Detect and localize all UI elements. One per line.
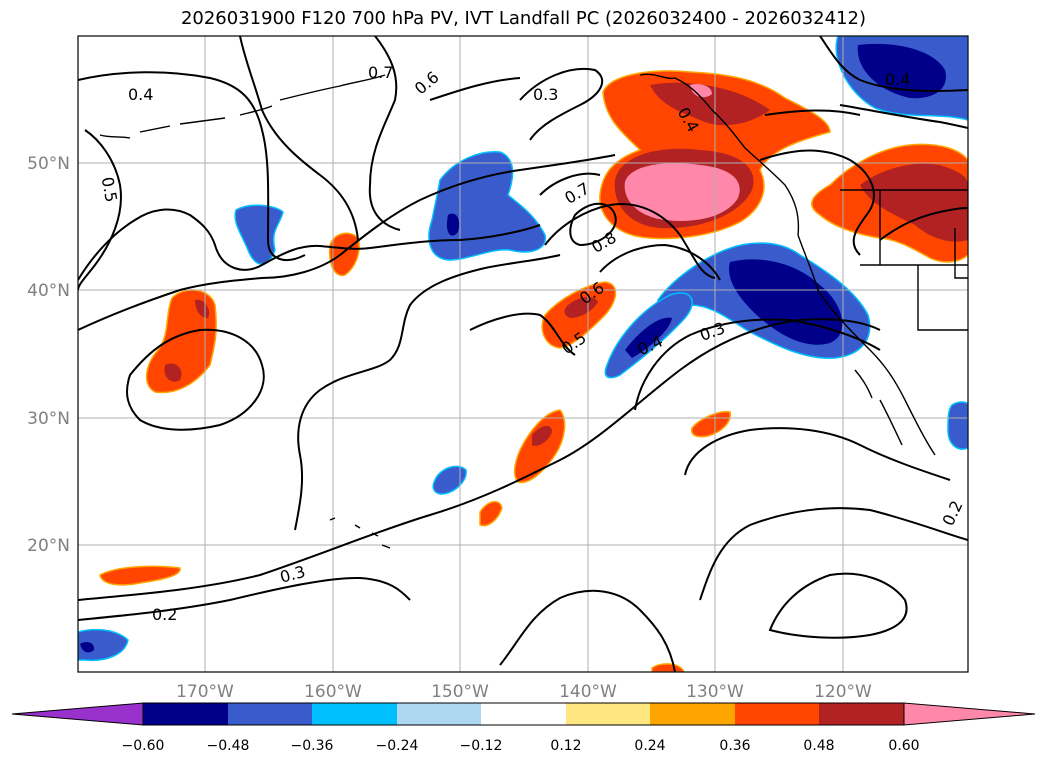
shade-neg-central-core bbox=[446, 213, 460, 236]
shade-neg-coast-core bbox=[729, 259, 843, 345]
contour-label: 0.7 bbox=[368, 63, 393, 82]
colorbar-tick: 0.60 bbox=[888, 738, 919, 754]
shade-pos-gulf-max2 bbox=[690, 84, 712, 98]
shaded-regions bbox=[78, 36, 968, 672]
colorbar-swatch bbox=[228, 703, 312, 725]
lon-label: 120°W bbox=[814, 682, 872, 702]
contour-label: 0.4 bbox=[885, 70, 910, 89]
colorbar-tick: 0.12 bbox=[550, 738, 581, 754]
lon-label: 170°W bbox=[176, 682, 234, 702]
lat-label: 30°N bbox=[27, 409, 70, 429]
lat-label: 40°N bbox=[27, 281, 70, 301]
shade-pos-south bbox=[99, 565, 181, 586]
colorbar-tick: −0.24 bbox=[376, 738, 419, 754]
shade-pos-nw-core bbox=[860, 163, 968, 242]
colorbar-tick: −0.60 bbox=[122, 738, 165, 754]
colorbar-swatch bbox=[143, 703, 228, 725]
coastlines bbox=[99, 73, 968, 549]
shade-neg-sw-core bbox=[80, 642, 95, 653]
colorbar-border bbox=[142, 702, 905, 726]
lon-label: 150°W bbox=[431, 682, 489, 702]
contour-lines bbox=[78, 36, 968, 672]
shade-pos-gulf-core bbox=[650, 82, 770, 126]
lon-labels: 170°W 160°W 150°W 140°W 130°W 120°W bbox=[176, 682, 872, 702]
shade-neg-west bbox=[234, 204, 284, 265]
colorbar-swatch bbox=[397, 703, 481, 725]
shade-pos-mid-core bbox=[564, 297, 598, 318]
colorbar-swatch bbox=[566, 703, 650, 725]
lon-label: 130°W bbox=[686, 682, 744, 702]
contour-label: 0.4 bbox=[128, 85, 153, 104]
colorbar-tick: −0.48 bbox=[207, 738, 250, 754]
colorbar-swatch bbox=[819, 703, 904, 725]
lon-label: 160°W bbox=[304, 682, 362, 702]
colorbar-tick: −0.36 bbox=[291, 738, 334, 754]
contour-label: 0.5 bbox=[98, 175, 121, 203]
contour-label: 0.3 bbox=[533, 85, 558, 104]
shade-pos-small1 bbox=[479, 500, 503, 527]
shade-neg-ne-core bbox=[857, 43, 946, 99]
map-border bbox=[77, 35, 969, 673]
lat-label: 20°N bbox=[27, 536, 70, 556]
colorbar-swatch bbox=[312, 703, 397, 725]
map-title: 2026031900 F120 700 hPa PV, IVT Landfall… bbox=[180, 8, 867, 29]
shade-neg-coast2-core bbox=[625, 317, 672, 358]
colorbar-tick: 0.48 bbox=[803, 738, 834, 754]
shade-pos-west-core bbox=[195, 299, 210, 318]
shade-pos-sub-core bbox=[532, 425, 552, 446]
shade-neg-small1 bbox=[432, 465, 467, 495]
colorbar-extend-high bbox=[903, 702, 1036, 726]
colorbar: −0.60 −0.48 −0.36 −0.24 −0.12 0.12 0.24 … bbox=[11, 702, 1036, 754]
colorbar-swatch bbox=[650, 703, 735, 725]
colorbar-extend-low bbox=[11, 702, 144, 726]
colorbar-tick: −0.12 bbox=[460, 738, 503, 754]
shade-neg-baja bbox=[947, 401, 968, 450]
gridlines bbox=[78, 36, 968, 672]
lon-label: 140°W bbox=[559, 682, 617, 702]
lat-label: 50°N bbox=[27, 154, 70, 174]
lat-labels: 50°N 40°N 30°N 20°N bbox=[27, 154, 70, 556]
colorbar-tick: 0.24 bbox=[634, 738, 665, 754]
contour-label: 0.2 bbox=[152, 605, 177, 624]
colorbar-swatch bbox=[735, 703, 819, 725]
colorbar-tick: 0.36 bbox=[719, 738, 750, 754]
shade-pos-sub bbox=[513, 409, 566, 484]
shade-pos-gulf-max bbox=[624, 163, 740, 221]
colorbar-swatch bbox=[481, 703, 566, 725]
shade-pos-west-core2 bbox=[164, 363, 182, 382]
shade-neg-sw bbox=[78, 628, 129, 662]
